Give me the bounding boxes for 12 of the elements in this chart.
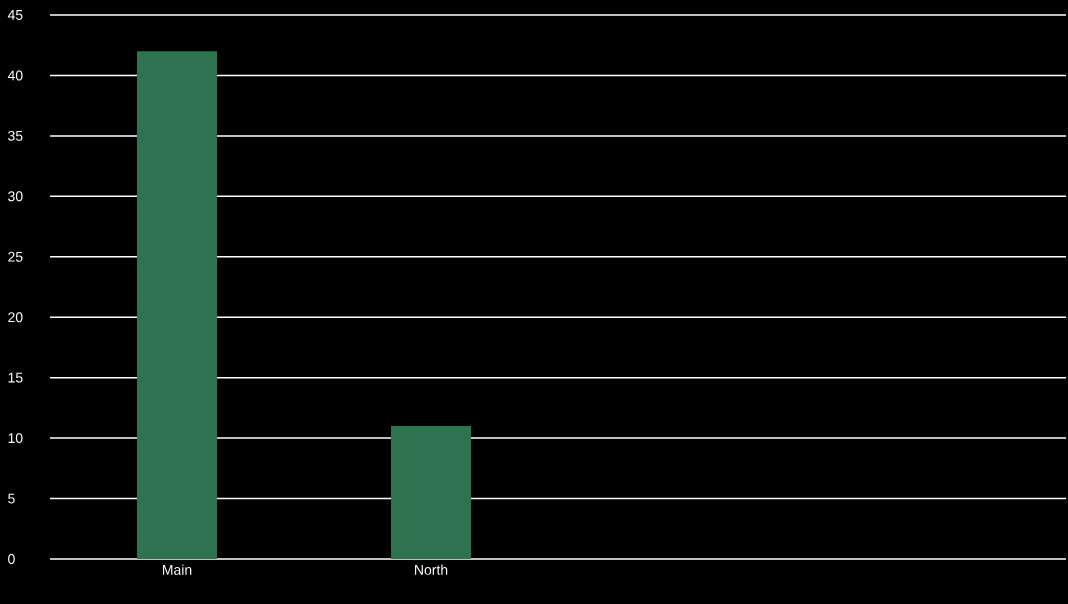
y-tick-label: 35 — [8, 130, 23, 141]
y-tick-label: 45 — [7, 10, 23, 20]
y-tick-label: 30 — [8, 191, 23, 202]
y-tick-label: 10 — [8, 433, 23, 444]
y-tick-label: 15 — [8, 372, 23, 383]
x-tick-label: North — [415, 564, 448, 575]
y-tick-label: 0 — [8, 554, 15, 564]
y-tick-label: 20 — [8, 312, 23, 323]
y-tick-label: 25 — [8, 251, 23, 262]
x-tick-label: Main — [162, 564, 192, 575]
y-tick-label: 5 — [8, 493, 15, 504]
y-tick-label: 40 — [7, 70, 23, 81]
